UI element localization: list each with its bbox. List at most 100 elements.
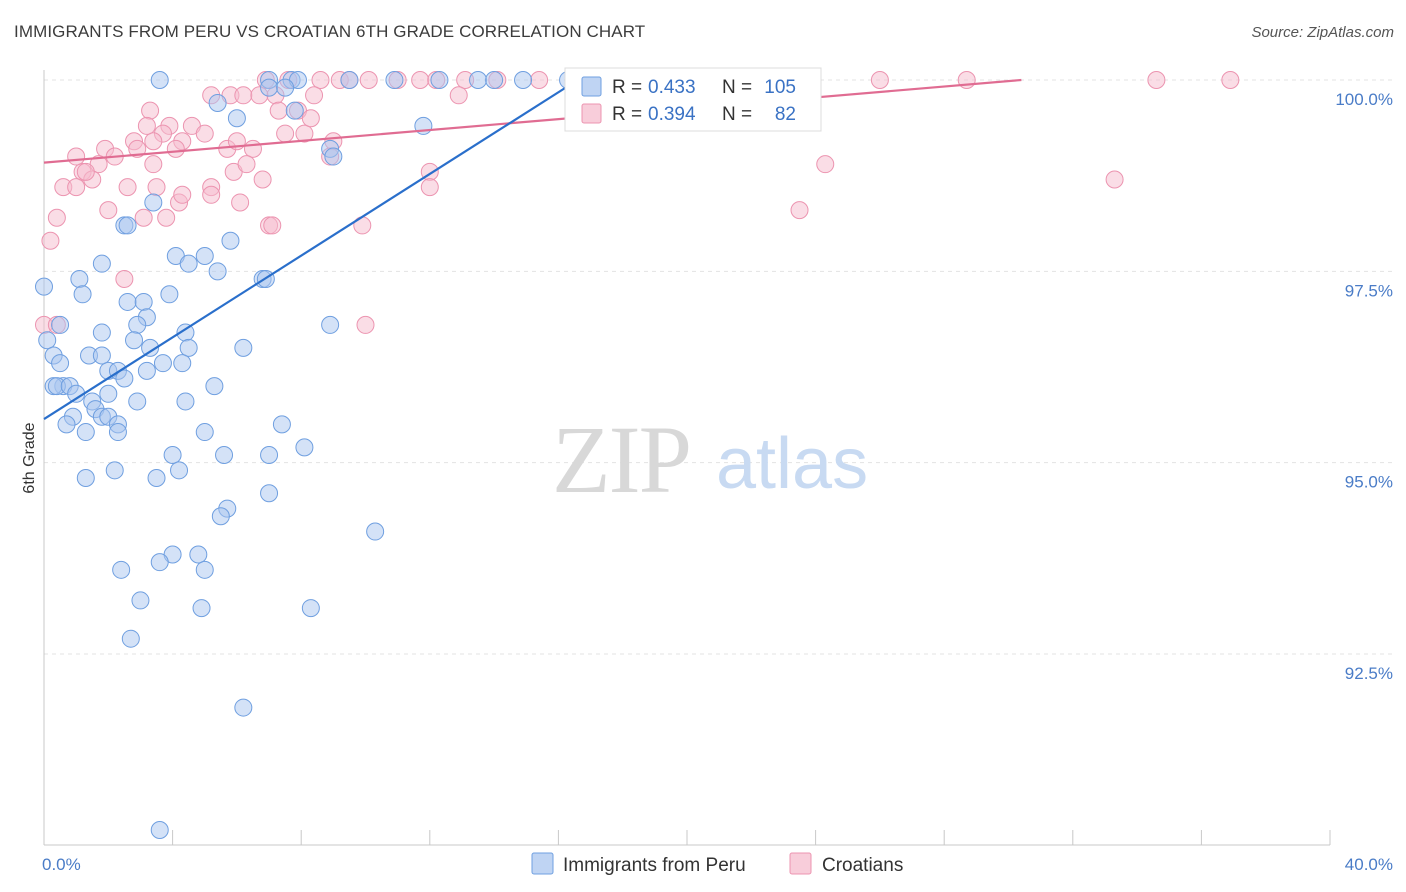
peru-r-label: R = [612, 77, 642, 98]
peru-point [208, 93, 227, 112]
peru-point [260, 484, 279, 503]
croatians-point [67, 147, 86, 166]
croatians-r-value: 0.394 [648, 104, 696, 125]
peru-point [134, 292, 153, 311]
peru-point [163, 446, 182, 465]
croatians-point [253, 170, 272, 189]
peru-point [192, 599, 211, 618]
peru-point [150, 553, 169, 572]
y-tick-label: 92.5% [1345, 664, 1393, 683]
croatians-point [141, 101, 160, 120]
croatians-point [1221, 71, 1240, 89]
peru-point [76, 468, 95, 487]
peru-point [137, 361, 156, 380]
peru-swatch [581, 76, 602, 97]
y-tick-label: 97.5% [1345, 281, 1393, 300]
croatians-point [47, 208, 66, 227]
peru-point [57, 415, 76, 434]
peru-point [92, 254, 111, 273]
croatians-point [411, 71, 430, 89]
peru-point [112, 560, 131, 579]
peru-point [321, 315, 340, 334]
peru-point [234, 338, 253, 357]
y-axis-title: 6th Grade [21, 422, 38, 493]
peru-point [276, 78, 295, 97]
peru-point [179, 254, 198, 273]
croatians-point [269, 101, 288, 120]
croatians-point [134, 208, 153, 227]
peru-point [385, 71, 404, 89]
peru-point [324, 147, 343, 166]
croatians-point [118, 178, 137, 197]
peru-point [211, 507, 230, 526]
croatians-point [870, 71, 889, 89]
croatians-point [166, 139, 185, 158]
peru-point [227, 109, 246, 128]
croatians-point [195, 124, 214, 143]
trend-lines [43, 78, 1022, 420]
peru-n-label: N = [722, 77, 752, 98]
croatians-trend-line [43, 78, 1022, 164]
croatians-point [243, 139, 262, 158]
peru-point [176, 392, 195, 411]
peru-point [105, 461, 124, 480]
peru-point [205, 377, 224, 396]
peru-point [147, 468, 166, 487]
peru-point [195, 423, 214, 442]
croatians-point [356, 315, 375, 334]
croatians-point [157, 208, 176, 227]
croatians-swatch [581, 103, 602, 124]
legend-croatians-swatch [789, 852, 812, 875]
croatians-point [99, 201, 118, 220]
croatians-point [76, 162, 95, 181]
croatians-point [234, 86, 253, 105]
peru-point [108, 423, 127, 442]
croatians-point [41, 231, 60, 250]
croatians-point [173, 185, 192, 204]
croatians-n-value: 82 [775, 104, 796, 125]
peru-point [115, 369, 134, 388]
peru-point [195, 247, 214, 266]
peru-point [260, 446, 279, 465]
peru-n-value: 105 [764, 77, 796, 98]
croatians-point [295, 124, 314, 143]
peru-point [514, 71, 533, 89]
croatians-point [137, 116, 156, 135]
croatians-point [449, 86, 468, 105]
y-tick-label: 100.0% [1335, 90, 1393, 109]
peru-point [469, 71, 488, 89]
croatians-n-label: N = [722, 104, 752, 125]
peru-point [99, 384, 118, 403]
croatians-point [231, 193, 250, 212]
y-tick-label: 95.0% [1345, 473, 1393, 492]
peru-point [128, 315, 147, 334]
peru-point [208, 262, 227, 281]
croatians-point [263, 216, 282, 235]
peru-point [144, 193, 163, 212]
peru-point [150, 821, 169, 840]
croatians-point [67, 178, 86, 197]
y-tick-labels: 100.0% 97.5% 95.0% 92.5% [1335, 90, 1393, 683]
croatians-point [276, 124, 295, 143]
peru-point [430, 71, 449, 89]
peru-point [189, 545, 208, 564]
croatians-point [202, 185, 221, 204]
peru-r-value: 0.433 [648, 77, 696, 98]
peru-point [234, 698, 253, 717]
croatians-r-label: R = [612, 104, 642, 125]
peru-point [35, 277, 53, 296]
peru-point [260, 78, 279, 97]
peru-trend-line [43, 79, 579, 420]
peru-point [340, 71, 359, 89]
peru-point [141, 338, 160, 357]
croatians-point [115, 269, 134, 288]
x-tick-label-left: 0.0% [42, 855, 81, 874]
peru-point [73, 285, 92, 304]
croatians-point [147, 178, 166, 197]
croatians-point [530, 71, 549, 89]
peru-point [221, 231, 240, 250]
croatians-point [816, 155, 835, 174]
peru-point [92, 323, 111, 342]
peru-points [35, 71, 578, 840]
croatians-point [144, 132, 163, 151]
